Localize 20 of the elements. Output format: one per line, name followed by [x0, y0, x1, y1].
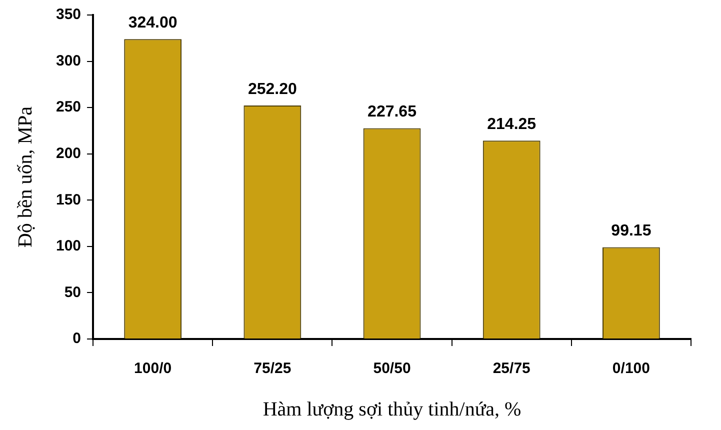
y-tick-label: 300	[56, 52, 82, 70]
x-axis-title: Hàm lượng sợi thủy tinh/nứa, %	[262, 398, 522, 420]
data-label: 252.20	[248, 80, 297, 98]
x-tick-label: 75/25	[254, 360, 292, 378]
data-label: 227.65	[368, 104, 417, 121]
y-tick-label: 100	[56, 238, 82, 255]
y-tick-label: 350	[56, 6, 82, 24]
x-tick-label: 25/75	[492, 360, 530, 378]
data-label: 99.15	[611, 222, 652, 240]
x-tick-label: 100/0	[134, 360, 172, 378]
y-tick-label: 50	[64, 284, 82, 301]
y-tick-label: 0	[72, 330, 82, 348]
data-label: 324.00	[128, 14, 178, 32]
x-tick-label: 0/100	[612, 360, 650, 378]
y-tick-label: 150	[56, 191, 82, 208]
y-axis-title: Độ bền uốn, MPa	[14, 106, 36, 248]
data-label: 214.25	[487, 116, 536, 134]
y-tick-label: 250	[56, 98, 82, 116]
y-tick-label: 200	[56, 145, 82, 162]
x-tick-label: 50/50	[373, 360, 411, 378]
